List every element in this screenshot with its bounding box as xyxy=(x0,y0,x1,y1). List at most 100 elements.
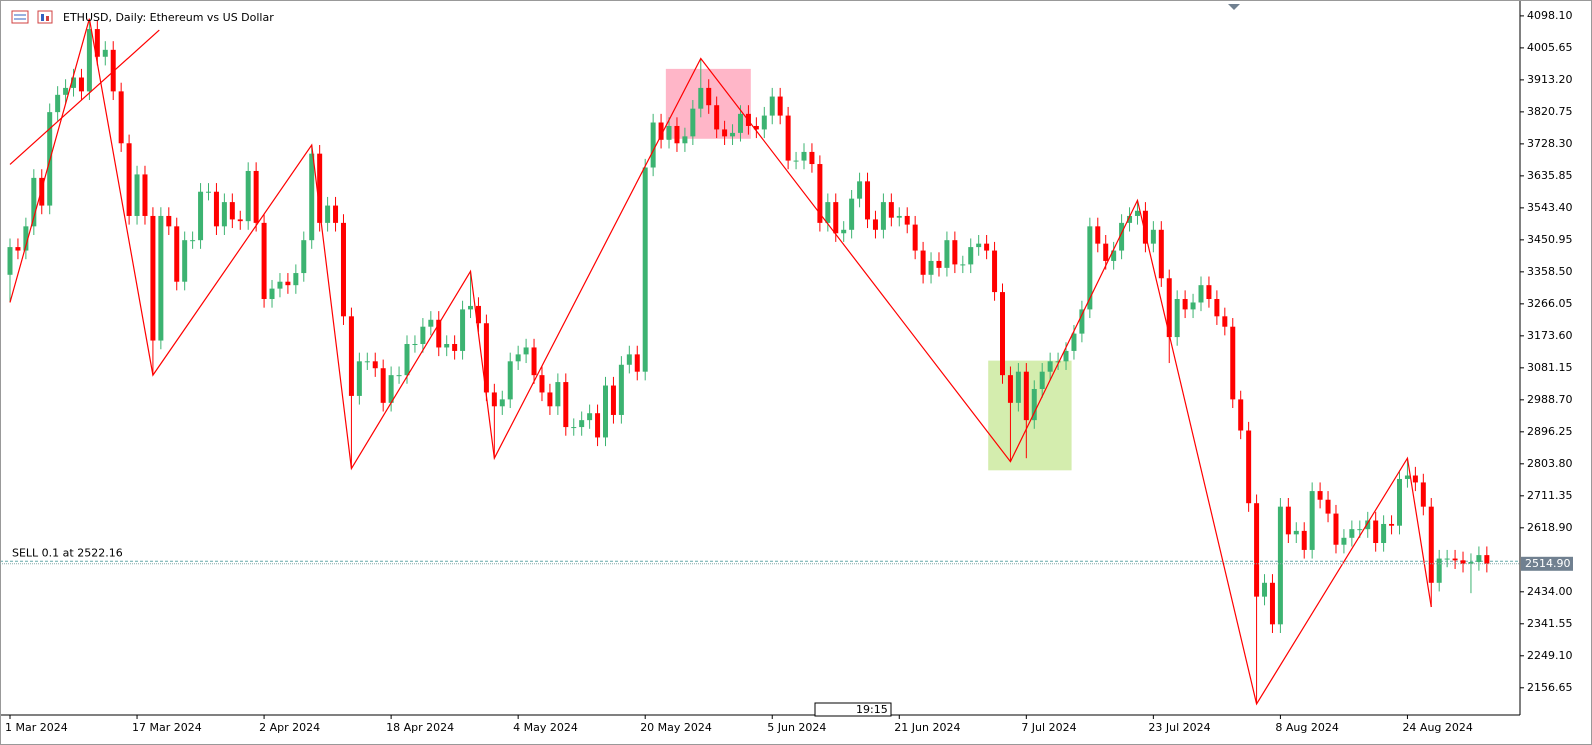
x-tick-label: 4 May 2024 xyxy=(513,721,578,734)
candle-body xyxy=(618,364,624,415)
candle-body xyxy=(86,29,92,92)
x-tick-label: 2 Apr 2024 xyxy=(259,721,320,734)
candle-body xyxy=(23,226,29,251)
candle-body xyxy=(1452,558,1458,561)
y-tick-label: 3820.75 xyxy=(1527,105,1573,118)
candle-body xyxy=(309,153,315,241)
candle-body xyxy=(1285,506,1291,535)
candle-body xyxy=(372,361,378,369)
x-tick-label: 18 Apr 2024 xyxy=(386,721,454,734)
candle-body xyxy=(865,181,871,220)
candle-body xyxy=(1182,299,1188,310)
candle-body xyxy=(595,413,601,438)
y-tick-label: 2156.65 xyxy=(1527,681,1573,694)
candle-body xyxy=(539,375,545,393)
candle-body xyxy=(1015,371,1021,403)
candle-body xyxy=(245,170,251,222)
candle-body xyxy=(1174,299,1180,338)
candle-body xyxy=(547,392,553,407)
icon xyxy=(46,16,49,21)
icon xyxy=(37,10,53,24)
candle-body xyxy=(793,160,799,162)
candle-body xyxy=(1214,299,1220,317)
candle-body xyxy=(984,243,990,251)
candle-body xyxy=(126,143,132,216)
candle-body xyxy=(666,125,672,140)
y-tick-label: 4098.10 xyxy=(1527,9,1573,22)
candle-body xyxy=(94,29,100,57)
x-tick-label: 17 Mar 2024 xyxy=(132,721,202,734)
symbol-icons xyxy=(11,10,53,24)
candle-body xyxy=(960,264,966,266)
candle-body xyxy=(317,153,323,223)
candle-body xyxy=(1373,520,1379,543)
x-tick-label: 20 May 2024 xyxy=(640,721,712,734)
candle-body xyxy=(333,205,339,223)
candle-body xyxy=(1007,375,1013,403)
order-label: SELL 0.1 at 2522.16 xyxy=(12,546,123,559)
candle-body xyxy=(523,347,529,355)
y-tick-label: 2249.10 xyxy=(1527,649,1573,662)
candle-body xyxy=(261,222,267,300)
candle-body xyxy=(801,151,807,161)
y-tick-label: 2896.25 xyxy=(1527,425,1573,438)
candle-body xyxy=(626,354,632,365)
candle-body xyxy=(1468,562,1474,564)
candle-body xyxy=(515,354,521,362)
candle-body xyxy=(55,94,61,113)
candle-body xyxy=(1381,523,1387,543)
y-tick-label: 3266.05 xyxy=(1527,297,1573,310)
candle-body xyxy=(1063,350,1069,362)
candle-body xyxy=(976,243,982,248)
price-layer xyxy=(0,18,1520,706)
candle-body xyxy=(968,247,974,265)
candle-body xyxy=(777,96,783,116)
candle-body xyxy=(1341,537,1347,545)
time-label-bg xyxy=(814,702,892,717)
candle-body xyxy=(650,122,656,168)
candle-body xyxy=(1111,250,1117,261)
candle-body xyxy=(1412,475,1418,483)
candle-body xyxy=(460,309,466,351)
candle-body xyxy=(1079,309,1085,334)
candle-body xyxy=(1047,361,1053,372)
candle-body xyxy=(761,115,767,130)
candle-body xyxy=(1031,388,1037,421)
candle-body xyxy=(118,91,124,144)
x-tick-label: 21 Jun 2024 xyxy=(894,721,960,734)
candle-body xyxy=(71,77,77,88)
candle-body xyxy=(904,215,910,225)
candle-body xyxy=(1436,558,1442,583)
candle-body xyxy=(340,222,346,317)
candle-body xyxy=(1325,499,1331,514)
candle-body xyxy=(1277,506,1283,625)
candle-body xyxy=(166,215,172,227)
candle-body xyxy=(452,344,458,351)
candle-body xyxy=(1460,560,1466,564)
candle-body xyxy=(63,87,69,95)
candle-body xyxy=(952,240,958,265)
time-label: 19:15 xyxy=(856,703,888,716)
candle-body xyxy=(1254,503,1260,597)
candle-body xyxy=(483,323,489,393)
candle-body xyxy=(1333,513,1339,545)
candle-body xyxy=(857,181,863,199)
candle-body xyxy=(682,136,688,144)
candle-body xyxy=(198,191,204,241)
shift-marker xyxy=(1228,4,1240,10)
zigzag-line xyxy=(9,18,1432,706)
candle-body xyxy=(1119,222,1125,251)
candle-body xyxy=(388,375,394,403)
candle-body xyxy=(825,202,831,223)
candle-body xyxy=(412,344,418,346)
candle-body xyxy=(880,202,886,230)
candle-body xyxy=(690,108,696,137)
bid-label: 2514.90 xyxy=(1525,557,1571,570)
candle-body xyxy=(39,177,45,206)
candle-body xyxy=(587,413,593,421)
candle-body xyxy=(396,375,402,377)
candle-body xyxy=(912,224,918,251)
candle-body xyxy=(1198,285,1204,303)
candle-body xyxy=(785,115,791,161)
